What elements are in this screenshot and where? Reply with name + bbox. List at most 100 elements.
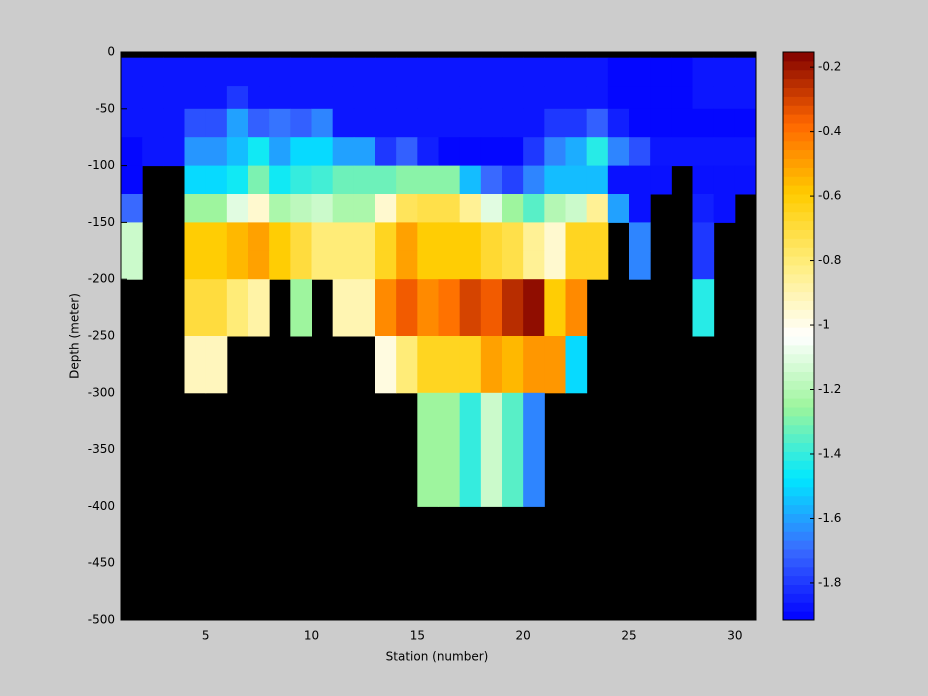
heatmap-cell	[353, 57, 376, 87]
heatmap-cell	[353, 250, 376, 280]
heatmap-cell	[353, 222, 376, 252]
heatmap-cell	[417, 86, 439, 110]
heatmap-cell	[375, 137, 397, 167]
colorbar-swatch	[783, 247, 814, 257]
heatmap-cell	[692, 250, 715, 280]
heatmap-cell	[248, 86, 270, 110]
heatmap-cell	[713, 57, 736, 87]
heatmap-cell	[205, 137, 228, 167]
heatmap-cell	[480, 279, 503, 337]
heatmap-cell	[629, 222, 651, 252]
heatmap-cell	[375, 165, 397, 195]
colorbar-swatch	[783, 504, 814, 514]
heatmap-cell	[480, 392, 503, 507]
heatmap-cell	[311, 194, 334, 223]
heatmap-cell	[523, 279, 545, 337]
heatmap-cell	[734, 57, 757, 87]
heatmap-cell	[332, 108, 355, 138]
heatmap-cell	[184, 336, 207, 394]
colorbar-swatch	[783, 211, 814, 222]
heatmap-cell	[459, 108, 482, 138]
heatmap-cell	[607, 194, 630, 223]
colorbar-swatch	[783, 602, 814, 612]
heatmap-cell	[692, 137, 715, 167]
y-tick-label: -500	[88, 613, 115, 627]
heatmap-cell	[290, 250, 312, 280]
heatmap-cell	[544, 279, 566, 337]
heatmap-cell	[502, 165, 524, 195]
heatmap-cell	[184, 165, 207, 195]
y-axis-label: Depth (meter)	[68, 293, 82, 379]
heatmap-cell	[353, 194, 376, 223]
heatmap-cell	[290, 194, 312, 223]
colorbar-swatch	[783, 220, 814, 230]
heatmap-cell	[142, 86, 164, 110]
heatmap-cell	[353, 137, 376, 167]
heatmap-cell	[142, 108, 164, 138]
heatmap-cell	[713, 86, 736, 110]
heatmap-cell	[565, 250, 588, 280]
heatmap-cell	[502, 57, 524, 87]
colorbar-swatch	[783, 336, 814, 346]
heatmap-cell	[184, 57, 207, 87]
heatmap-cell	[438, 108, 461, 138]
heatmap-cell	[375, 57, 397, 87]
colorbar-swatch	[783, 265, 814, 275]
heatmap-cell	[565, 336, 588, 394]
heatmap-cell	[480, 194, 503, 223]
colorbar-swatch	[783, 158, 814, 168]
heatmap-cell	[607, 57, 630, 87]
heatmap-cell	[248, 137, 270, 167]
heatmap-cell	[438, 194, 461, 223]
heatmap-cell	[332, 137, 355, 167]
colorbar-swatch	[783, 398, 814, 408]
heatmap-cell	[459, 86, 482, 110]
heatmap-cell	[375, 86, 397, 110]
heatmap-cell	[290, 137, 312, 167]
heatmap-cell	[438, 165, 461, 195]
heatmap-cell	[713, 165, 736, 195]
colorbar-swatch	[783, 522, 814, 532]
heatmap-cell	[121, 108, 143, 138]
heatmap-cell	[417, 222, 439, 252]
heatmap-cell	[692, 108, 715, 138]
heatmap-cell	[544, 194, 566, 223]
heatmap-cell	[417, 137, 439, 167]
colorbar-swatch	[783, 131, 814, 142]
colorbar-swatch	[783, 451, 814, 461]
heatmap-cell	[459, 279, 482, 337]
heatmap-cell	[332, 250, 355, 280]
heatmap-cell	[650, 57, 672, 87]
heatmap-cell	[248, 57, 270, 87]
heatmap-cell	[459, 392, 482, 507]
colorbar-swatch	[783, 194, 814, 204]
colorbar-swatch	[783, 202, 814, 213]
heatmap-cell	[713, 108, 736, 138]
heatmap-cell	[226, 194, 249, 223]
heatmap-cell	[184, 86, 207, 110]
heatmap-cell	[121, 137, 143, 167]
colorbar-swatch	[783, 371, 814, 381]
heatmap-cell	[629, 194, 651, 223]
heatmap-cell	[290, 108, 312, 138]
heatmap-cell	[332, 165, 355, 195]
colorbar-swatch	[783, 424, 814, 435]
colorbar-swatch	[783, 69, 814, 80]
heatmap-cell	[480, 108, 503, 138]
heatmap-cell	[184, 222, 207, 252]
heatmap-cell	[142, 57, 164, 87]
heatmap-cell	[480, 57, 503, 87]
colorbar-swatch	[783, 407, 814, 417]
heatmap-cell	[565, 57, 588, 87]
heatmap-cell	[629, 250, 651, 280]
heatmap-cell	[438, 336, 461, 394]
heatmap-cell	[290, 222, 312, 252]
heatmap-cell	[184, 108, 207, 138]
heatmap-cell	[248, 250, 270, 280]
colorbar-tick-label: -0.8	[818, 253, 841, 267]
heatmap-cell	[586, 222, 609, 252]
colorbar-swatch	[783, 96, 814, 106]
heatmap-cell	[565, 137, 588, 167]
heatmap-cell	[586, 86, 609, 110]
heatmap-cell	[523, 57, 545, 87]
